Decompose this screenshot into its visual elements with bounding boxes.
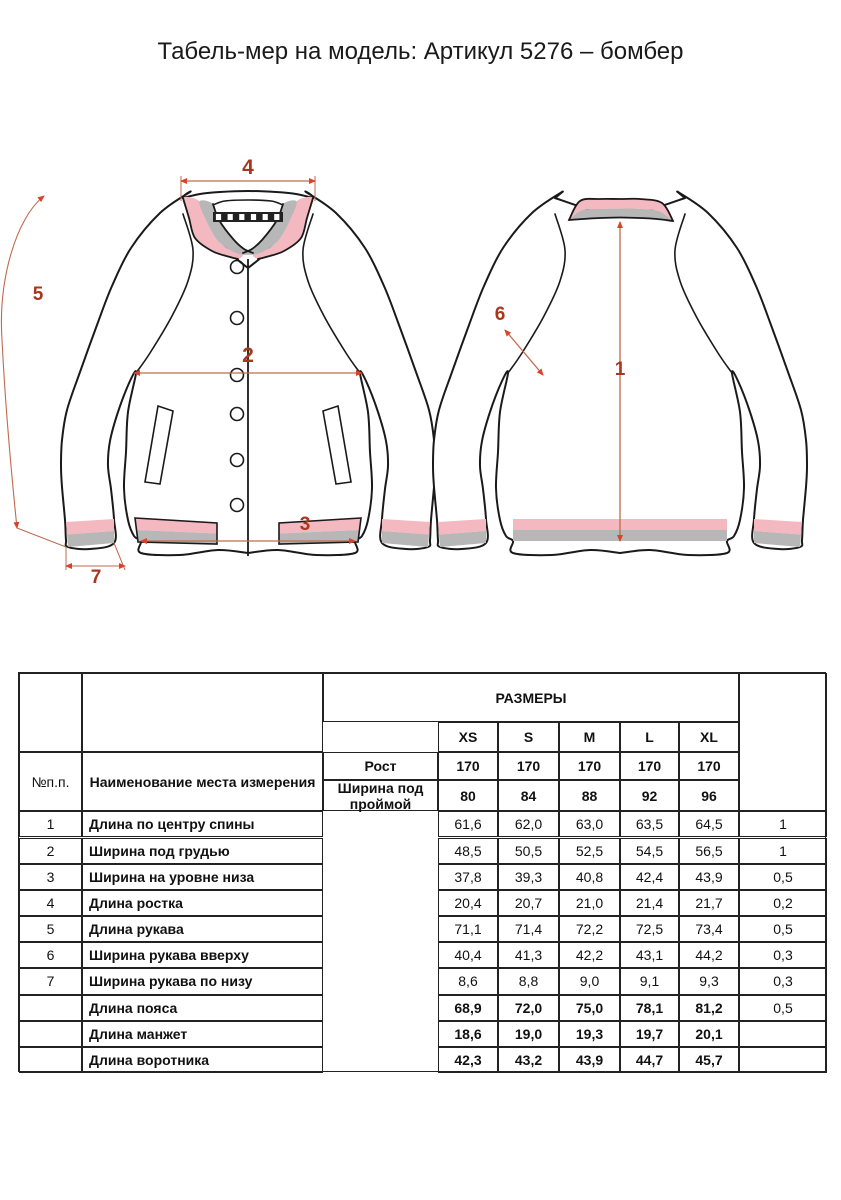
- svg-text:5: 5: [33, 284, 44, 305]
- svg-text:2: 2: [242, 344, 254, 367]
- svg-text:4: 4: [242, 156, 254, 179]
- svg-text:6: 6: [495, 304, 506, 325]
- svg-text:3: 3: [300, 514, 311, 535]
- svg-text:1: 1: [615, 359, 626, 380]
- svg-text:7: 7: [91, 567, 102, 588]
